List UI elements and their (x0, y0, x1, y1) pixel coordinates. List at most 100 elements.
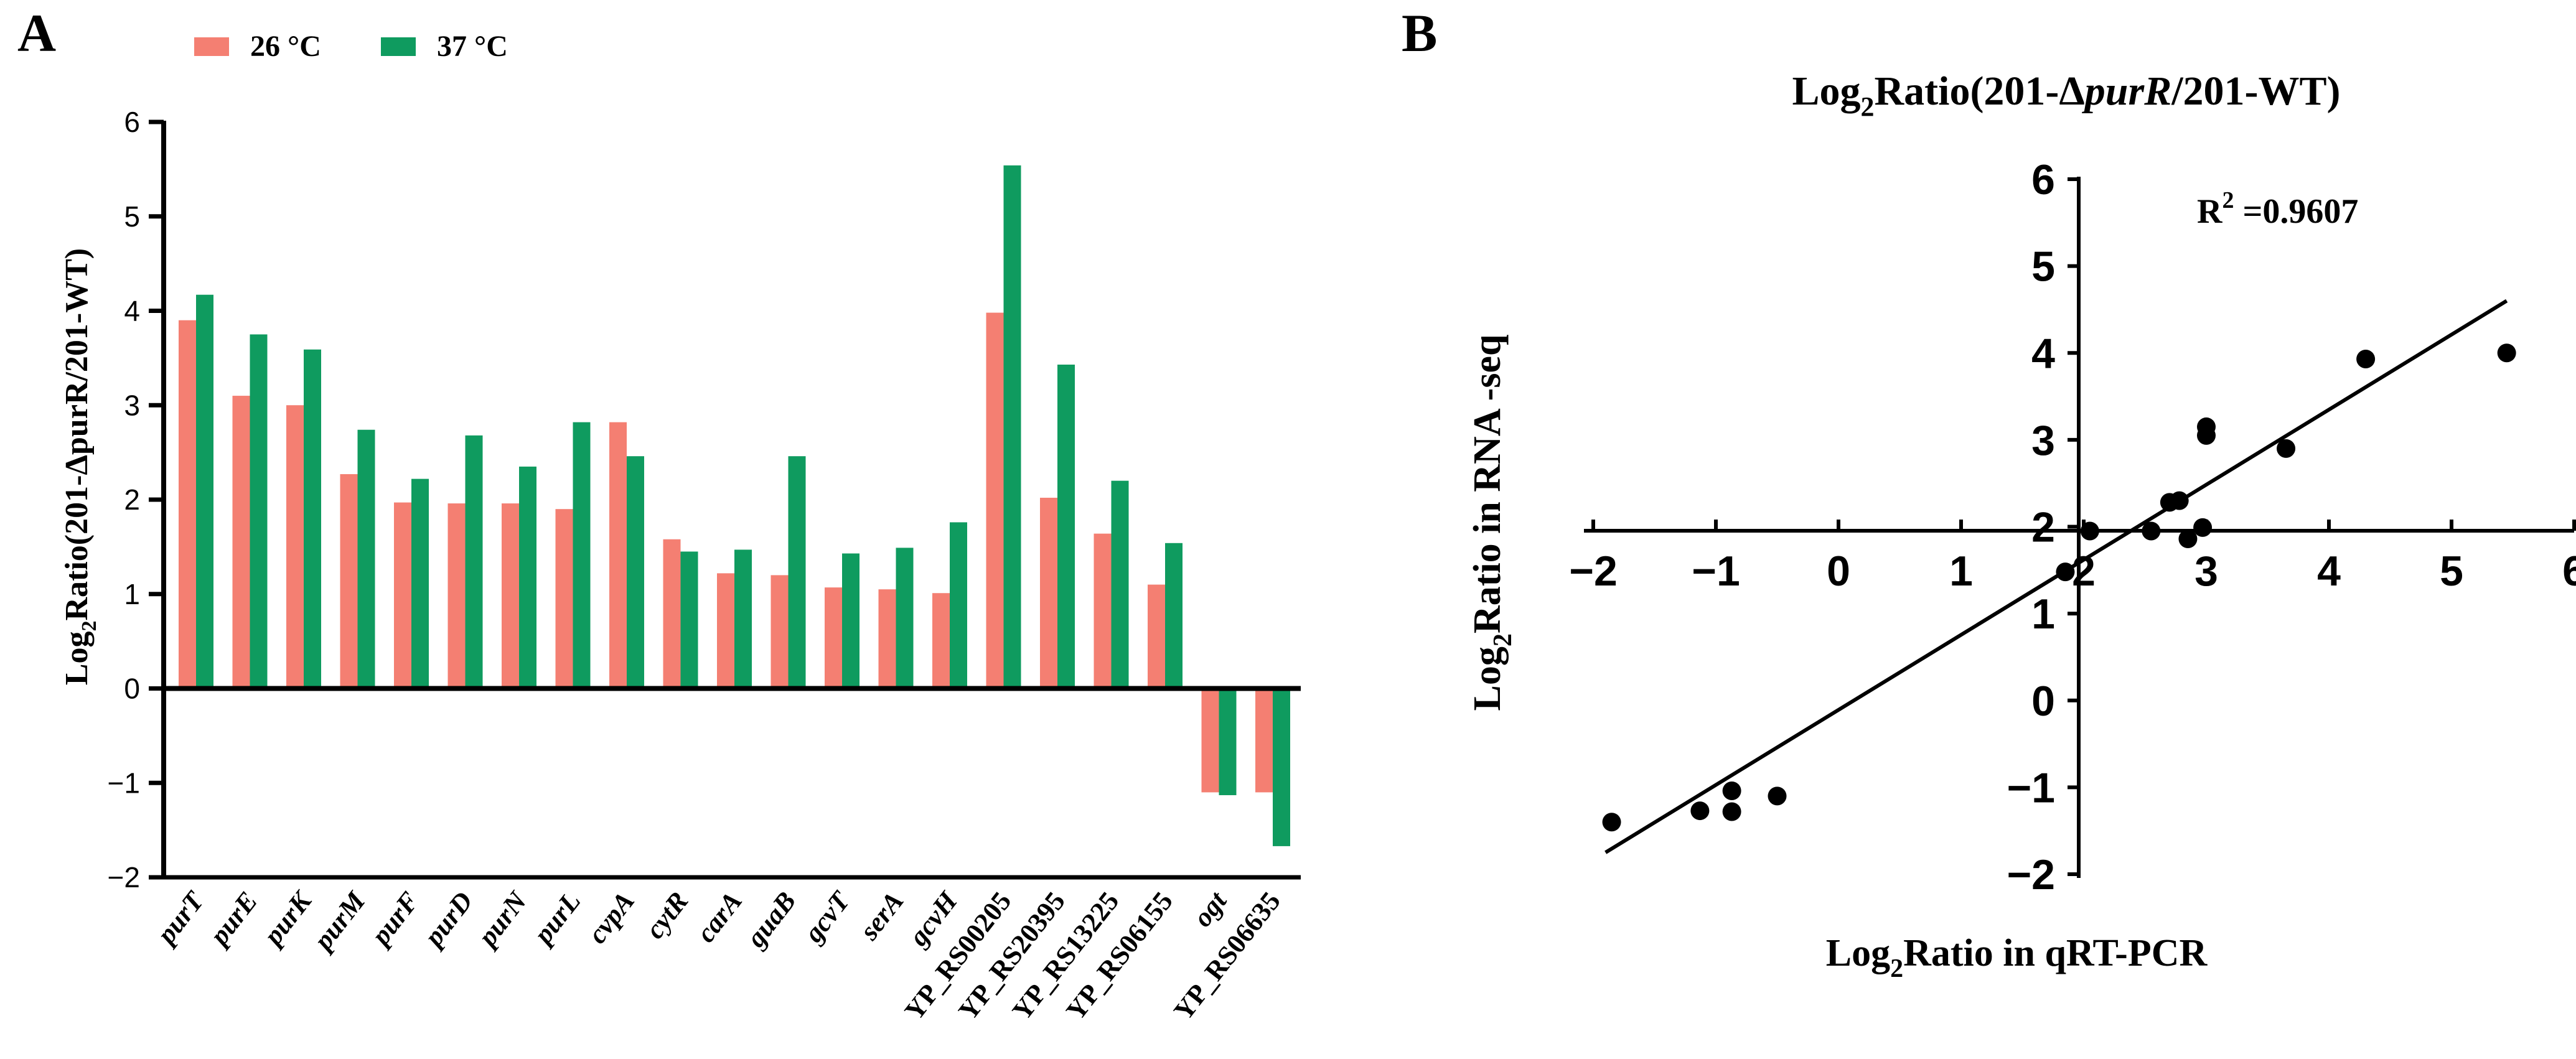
x-tick-label: 3 (2194, 548, 2218, 595)
y-tick-label: −2 (108, 861, 140, 893)
bar-37c-purN (519, 466, 536, 689)
y-tick-label: 6 (2031, 156, 2055, 203)
bar-26c-purM (340, 474, 358, 689)
scatter-point (1722, 802, 1741, 821)
panel-a-label: A (17, 3, 56, 63)
bar-26c-YP_RS06635 (1255, 688, 1273, 793)
x-tick-label: 6 (2562, 548, 2576, 595)
scatter-point (1722, 781, 1741, 800)
scatter-point (2056, 562, 2075, 582)
x-tick-label-purT: purT (149, 885, 210, 951)
scatter-point (2178, 530, 2198, 549)
x-tick-label: −2 (1569, 548, 1618, 595)
bar-26c-purK (286, 405, 304, 689)
scatter-xticks: −2 −1 0 1 2 3 4 5 6 (1569, 520, 2576, 595)
x-tick-label-purN: purN (471, 885, 533, 953)
legend-label-26: 26 °C (250, 30, 321, 63)
bar-26c-purD (447, 503, 466, 689)
bar-37c-cytR (680, 551, 698, 689)
y-tick-label: 1 (2031, 590, 2055, 638)
bar-chart-yticks: 6 5 4 3 2 1 0 −1 −2 (108, 106, 164, 893)
panel-b-label: B (1402, 3, 1437, 63)
y-tick-label: 5 (2031, 243, 2055, 291)
legend-label-37: 37 °C (437, 30, 508, 63)
scatter-point (2197, 417, 2216, 436)
bar-37c-serA (896, 548, 914, 689)
y-tick-label: 2 (124, 483, 140, 516)
bar-26c-purE (232, 396, 250, 689)
scatter-point (1690, 801, 1710, 821)
x-tick-label-purD: purD (417, 886, 479, 953)
scatter-point (1768, 786, 1787, 806)
x-tick-label: 0 (1827, 548, 1850, 595)
scatter-point (1602, 813, 1621, 832)
x-tick-label: 1 (1949, 548, 1973, 595)
scatter-yticks: 6 5 4 3 2 1 0 −1 −2 (2007, 156, 2079, 898)
y-tick-label: 0 (2031, 678, 2055, 725)
scatter-points (1602, 343, 2516, 832)
bar-37c-purT (196, 294, 213, 689)
bar-37c-purK (304, 349, 321, 689)
bar-26c-purN (502, 503, 519, 689)
x-tick-label-gcvT: gcvT (798, 885, 857, 948)
bar-26c-cvpA (609, 422, 627, 689)
scatter-point (2193, 518, 2213, 537)
y-tick-label: 2 (2031, 504, 2055, 551)
bar-37c-purD (465, 435, 483, 689)
y-tick-label: 3 (2031, 417, 2055, 464)
y-tick-label: 4 (124, 295, 140, 327)
scatter-point (2497, 343, 2516, 363)
regression-line (1604, 299, 2508, 854)
r-squared-annotation: R2 =0.9607 (2197, 187, 2358, 231)
bar-26c-gcvT (825, 587, 842, 689)
scatter-point (2080, 521, 2099, 541)
bar-26c-guaB (770, 575, 789, 689)
bar-37c-gcvT (842, 553, 859, 689)
x-tick-label-cvpA: cvpA (582, 886, 640, 949)
bar-chart-bars (179, 165, 1290, 846)
bar-chart-axes (161, 121, 1301, 880)
bar-37c-guaB (788, 456, 806, 689)
y-tick-label: 0 (124, 673, 140, 705)
x-tick-label: 4 (2317, 548, 2341, 595)
bar-26c-gcvH (932, 593, 950, 689)
bar-26c-purT (179, 320, 196, 689)
bar-26c-purF (394, 502, 411, 689)
bar-26c-YP_RS00205 (986, 312, 1004, 689)
bar-26c-YP_RS13225 (1094, 533, 1112, 689)
x-tick-label-carA: carA (690, 886, 748, 948)
y-tick-label: −2 (2007, 851, 2055, 898)
scatter-point (2170, 491, 2189, 510)
bar-26c-YP_RS20395 (1040, 497, 1057, 689)
bar-37c-YP_RS20395 (1057, 364, 1075, 689)
scatter-point (2356, 350, 2376, 369)
scatter-xlabel: Log2Ratio in qRT-PCR (1826, 932, 2208, 983)
y-tick-label: 3 (124, 389, 140, 421)
bar-26c-purL (555, 509, 573, 689)
scatter-point (2277, 439, 2296, 458)
bar-37c-purL (573, 422, 591, 689)
bar-37c-purF (411, 478, 429, 689)
x-tick-label: 5 (2440, 548, 2463, 595)
bar-26c-YP_RS06155 (1148, 584, 1165, 689)
scatter-regression (1604, 299, 2508, 854)
legend-swatch-37 (381, 37, 416, 56)
bar-37c-YP_RS06155 (1165, 543, 1183, 689)
bar-37c-purM (357, 429, 375, 689)
bar-26c-ogt (1201, 688, 1219, 793)
x-tick-label-purF: purF (364, 886, 425, 953)
bar-37c-gcvH (950, 522, 967, 689)
y-tick-label: 6 (124, 106, 140, 138)
bar-26c-carA (717, 573, 734, 689)
bar-37c-YP_RS13225 (1111, 480, 1129, 689)
bar-26c-serA (878, 589, 896, 689)
scatter-ylabel: Log2Ratio in RNA -seq (1466, 335, 1517, 711)
y-tick-label: −1 (2007, 764, 2055, 811)
legend-a: 26 °C 37 °C (194, 30, 508, 63)
bar-37c-ogt (1219, 688, 1237, 795)
x-tick-label-ogt: ogt (1187, 885, 1233, 933)
scatter-point (2142, 521, 2161, 541)
y-tick-label: 5 (124, 200, 140, 233)
scatter-title: Log2Ratio(201-ΔpurR/201-WT) (1792, 68, 2340, 122)
